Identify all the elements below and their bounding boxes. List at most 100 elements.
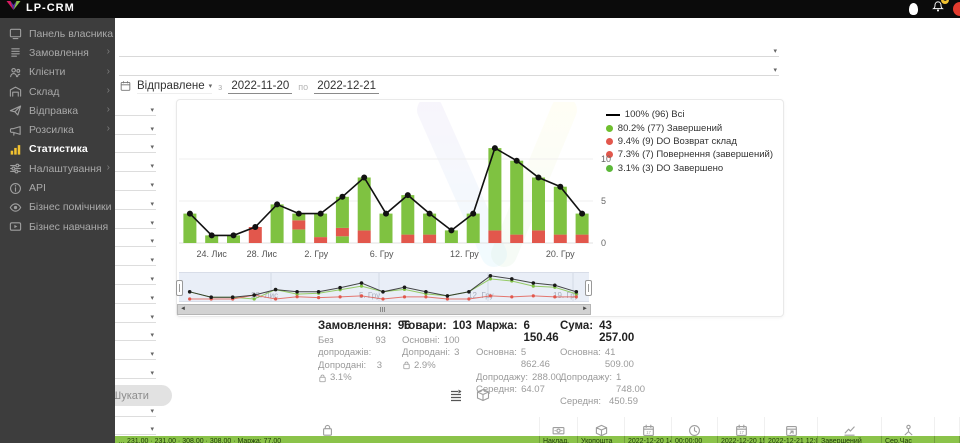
filter-select-15[interactable]: ▾	[115, 360, 156, 379]
notifications-bell[interactable]: 1	[932, 0, 949, 18]
filter-select-17[interactable]: ▾	[115, 398, 156, 417]
stat-column-2: Товари: 103 Основні: 100 Допродані: 3 2.9%	[402, 320, 472, 372]
filter-select-12[interactable]: ▾	[115, 304, 156, 323]
brand-name: LP-CRM	[26, 1, 75, 14]
table-row[interactable]: … 231.00 · 231.00 · 308.00 · 308.00 · Ма…	[115, 436, 960, 443]
lamp-icon[interactable]	[909, 3, 918, 15]
app-logo[interactable]: LP-CRM	[6, 1, 75, 14]
filter-select-14[interactable]: ▾	[115, 341, 156, 361]
scroll-right-arrow[interactable]: ►	[582, 306, 588, 312]
navigator-right-handle[interactable]	[585, 280, 592, 296]
filter-select-11[interactable]: ▾	[115, 285, 156, 304]
bag-icon	[403, 361, 410, 370]
calendar-export-icon	[785, 425, 797, 436]
legend-label: 3.1% (3) DO Завершено	[617, 162, 724, 174]
table-row-cell-9[interactable]: Сер.Час	[882, 436, 935, 443]
filter-select-3[interactable]: ▾	[115, 135, 156, 154]
sidebar-item-4[interactable]: Склад ›	[0, 82, 115, 101]
table-row-cell-6[interactable]: 2022-12-20 15:02:29	[718, 436, 765, 443]
table-row-cell-1[interactable]: … 231.00 · 231.00 · 308.00 · 308.00 · Ма…	[115, 436, 540, 443]
sidebar-item-3[interactable]: Клієнти ›	[0, 63, 115, 82]
scrollbar-grip[interactable]	[380, 307, 385, 312]
table-row-cell-4[interactable]: 2022-12-20 14:10:06	[625, 436, 672, 443]
stat-sub-value: 450.59	[608, 396, 638, 408]
legend-dot-marker	[605, 151, 613, 159]
table-row-cell-2[interactable]: Наклад.	[540, 436, 578, 443]
sidebar-item-8[interactable]: Налаштування ›	[0, 159, 115, 178]
filter-select-6[interactable]: ▾	[115, 191, 156, 210]
stat-column-3: Маржа: 6 150.46 Основна: 5 862.46 Допродажу:…	[476, 320, 561, 396]
submenu-chevron-icon: ›	[106, 84, 110, 96]
alert-dot[interactable]	[953, 2, 960, 16]
filter-select-8[interactable]: ▾	[115, 229, 156, 248]
package-view-icon[interactable]	[476, 388, 490, 402]
y-axis-label: 5	[601, 196, 607, 206]
chevron-down-icon: ▾	[150, 407, 154, 415]
stats-icon	[10, 145, 21, 155]
stat-sub-label: Середня:	[476, 383, 518, 395]
chart-scrollbar[interactable]: ◄ ►	[177, 304, 591, 315]
upsell-percent: 2.9%	[414, 359, 436, 371]
bell-icon	[932, 1, 944, 12]
sidebar-item-5[interactable]: Відправка ›	[0, 101, 115, 120]
sidebar-item-7[interactable]: Статистика	[0, 140, 115, 159]
filter-select-7[interactable]: ▾	[115, 210, 156, 229]
chart-navigator[interactable]: 28. Лис 5. Гру 12. Гру 19. Гру	[176, 272, 592, 302]
submenu-chevron-icon: ›	[106, 123, 110, 135]
top-filter-select-1[interactable]: ▾	[119, 42, 779, 57]
chevron-down-icon: ▾	[150, 294, 154, 302]
notification-badge: 1	[941, 0, 949, 4]
table-row-cell-7[interactable]: 2022-12-21 12:07:35	[765, 436, 818, 443]
svg-text:17: 17	[739, 429, 744, 434]
legend-item-5[interactable]: 3.1% (3) DO Завершено	[605, 162, 773, 175]
list-view-icon[interactable]	[449, 388, 463, 402]
sidebar-item-2[interactable]: Замовлення ›	[0, 43, 115, 62]
filter-select-2[interactable]: ▾	[115, 116, 156, 135]
table-row-cell-3[interactable]: Укрпошта	[578, 436, 625, 443]
submenu-chevron-icon: ›	[106, 162, 110, 174]
top-filter-select-2[interactable]: ▾	[119, 61, 779, 76]
filter-select-10[interactable]: ▾	[115, 266, 156, 285]
date-type-select[interactable]: Відправлене ▾	[137, 80, 213, 94]
stat-title: Товари:	[402, 320, 447, 332]
stat-value: 43 257.00	[599, 320, 635, 344]
date-from-input[interactable]: 2022-11-20	[228, 80, 293, 94]
filter-select-18[interactable]: ▾	[115, 417, 156, 436]
table-column-header-8	[818, 417, 882, 443]
sidebar-item-label: Клієнти	[29, 66, 66, 79]
date-to-input[interactable]: 2022-12-21	[314, 80, 380, 94]
table-row-cell-10[interactable]	[935, 436, 960, 443]
legend-dot-marker	[605, 137, 613, 145]
submenu-chevron-icon: ›	[106, 65, 110, 77]
filter-select-5[interactable]: ▾	[115, 172, 156, 191]
date-type-label: Відправлене	[137, 80, 205, 92]
sidebar-item-6[interactable]: Розсилка ›	[0, 120, 115, 139]
scroll-left-arrow[interactable]: ◄	[180, 306, 186, 312]
filter-select-1[interactable]: ▾	[115, 97, 156, 116]
status-icon	[844, 425, 855, 436]
svg-text:19. Гру: 19. Гру	[553, 291, 579, 300]
sidebar-item-11[interactable]: Бізнес навчання	[0, 217, 115, 236]
navigator-left-handle[interactable]	[176, 280, 183, 296]
legend-item-4[interactable]: 7.3% (7) Повернення (завершений)	[605, 148, 773, 161]
legend-label: 80.2% (77) Завершений	[617, 122, 723, 134]
table-row-cell-8[interactable]: Завершений	[818, 436, 882, 443]
chevron-down-icon: ▾	[150, 332, 154, 340]
table-header-row: 17 17	[115, 417, 960, 443]
sidebar-item-label: Розсилка	[29, 124, 74, 137]
table-row-cell-5[interactable]: 00:00:00	[672, 436, 718, 443]
legend-item-3[interactable]: 9.4% (9) DO Возврат склад	[605, 135, 773, 148]
legend-item-1[interactable]: 100% (96) Всі	[605, 108, 773, 121]
filter-select-9[interactable]: ▾	[115, 247, 156, 267]
sidebar-item-10[interactable]: Бізнес помічники	[0, 198, 115, 217]
submenu-chevron-icon: ›	[106, 46, 110, 58]
sidebar-item-9[interactable]: API	[0, 178, 115, 197]
legend-item-2[interactable]: 80.2% (77) Завершений	[605, 121, 773, 134]
stat-value: 6 150.46	[523, 320, 559, 344]
stat-sub-value: 1 748.00	[616, 371, 646, 395]
filter-select-13[interactable]: ▾	[115, 323, 156, 342]
chevron-down-icon: ▾	[208, 83, 213, 90]
sidebar-item-1[interactable]: Панель власника	[0, 24, 115, 43]
chevron-down-icon: ▾	[150, 200, 154, 208]
filter-select-4[interactable]: ▾	[115, 153, 156, 173]
